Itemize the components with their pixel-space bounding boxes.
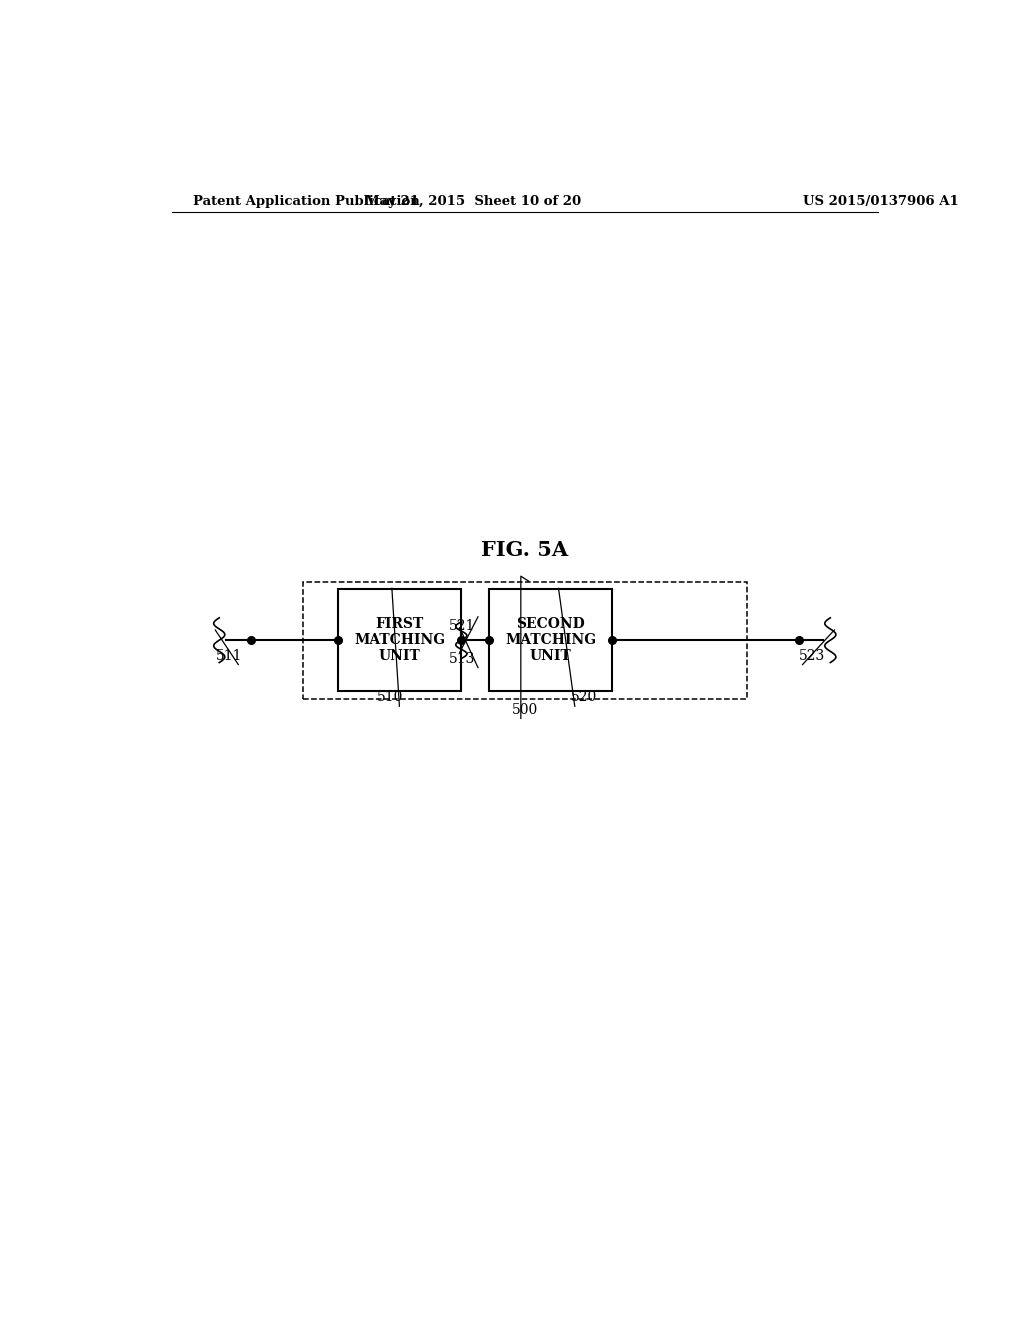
- Text: SECOND
MATCHING
UNIT: SECOND MATCHING UNIT: [505, 616, 596, 664]
- Text: 521: 521: [450, 619, 475, 632]
- Text: Patent Application Publication: Patent Application Publication: [194, 194, 420, 207]
- Text: 513: 513: [450, 652, 475, 665]
- Text: FIG. 5A: FIG. 5A: [481, 540, 568, 560]
- Text: 500: 500: [512, 704, 538, 718]
- Text: 510: 510: [377, 690, 403, 704]
- Text: May 21, 2015  Sheet 10 of 20: May 21, 2015 Sheet 10 of 20: [366, 194, 582, 207]
- Text: FIRST
MATCHING
UNIT: FIRST MATCHING UNIT: [354, 616, 445, 664]
- Bar: [489, 589, 612, 690]
- Text: 520: 520: [571, 690, 597, 704]
- Text: 523: 523: [799, 648, 825, 663]
- Bar: [303, 582, 748, 700]
- Text: US 2015/0137906 A1: US 2015/0137906 A1: [803, 194, 958, 207]
- Bar: [338, 589, 462, 690]
- Text: 511: 511: [215, 648, 242, 663]
